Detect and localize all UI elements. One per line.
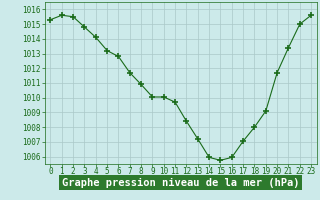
X-axis label: Graphe pression niveau de la mer (hPa): Graphe pression niveau de la mer (hPa) — [62, 178, 300, 188]
